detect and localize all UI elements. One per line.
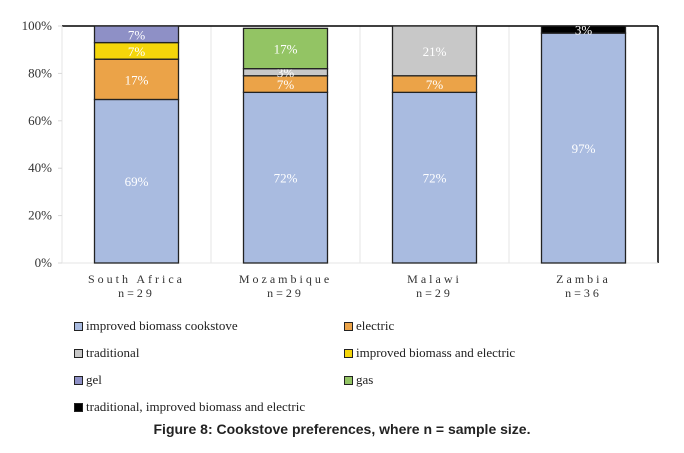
data-label: 7%: [128, 44, 146, 59]
bar-stack: 72%7%3%17%: [242, 27, 329, 264]
figure-caption: Figure 8: Cookstove preferences, where n…: [153, 421, 531, 437]
legend-label: electric: [356, 318, 395, 333]
bar-segment: [540, 32, 627, 264]
x-category-label: Zambia: [556, 272, 611, 286]
data-label: 72%: [274, 171, 298, 186]
legend-label: traditional, improved biomass and electr…: [86, 399, 306, 414]
legend-item-traditional-improved-biomass-and-electric: traditional, improved biomass and electr…: [74, 399, 305, 415]
legend-item-electric: electric: [344, 318, 394, 334]
data-label: 17%: [274, 42, 298, 57]
x-category-sample-size: n=36: [565, 286, 602, 300]
legend-swatch: [344, 375, 353, 385]
x-category-sample-size: n=29: [267, 286, 304, 300]
data-label: 7%: [426, 77, 444, 92]
legend-label: gas: [356, 372, 374, 387]
x-category-label: Mozambique: [239, 272, 332, 286]
bar-segment: [391, 91, 478, 264]
legend-item-improved-biomass-and-electric: improved biomass and electric: [344, 345, 515, 361]
data-label: 69%: [125, 174, 149, 189]
data-label: 21%: [423, 44, 447, 59]
x-category-sample-size: n=29: [416, 286, 453, 300]
bar-segment: [93, 58, 180, 101]
legend-item-gas: gas: [344, 372, 373, 388]
bar-segment: [242, 27, 329, 70]
y-tick-label: 20%: [28, 208, 52, 223]
legend-swatch: [344, 348, 353, 358]
data-label: 72%: [423, 171, 447, 186]
legend-label: gel: [86, 372, 102, 387]
legend-swatch: [74, 402, 83, 412]
y-tick-label: 60%: [28, 113, 52, 128]
data-label: 3%: [575, 23, 593, 38]
data-label: 7%: [277, 77, 295, 92]
x-category-sample-size: n=29: [118, 286, 155, 300]
legend-swatch: [344, 321, 353, 331]
bar-segment: [242, 91, 329, 264]
legend-swatch: [74, 321, 83, 331]
x-category-label: Malawi: [407, 272, 462, 286]
legend-label: improved biomass cookstove: [86, 318, 238, 333]
legend-swatch: [74, 348, 83, 358]
y-tick-label: 0%: [35, 255, 53, 270]
bar-segment: [391, 25, 478, 77]
data-label: 17%: [125, 72, 149, 87]
legend-swatch: [74, 375, 83, 385]
stacked-bar-chart: 0% 20% 40% 60% 80% 100% 69% 17% 7% 7% 72% 7% 3% 17% 7…: [22, 18, 659, 300]
data-label: 7%: [128, 27, 146, 42]
bar-stack: 69% 17% 7% 7%: [93, 25, 180, 264]
x-category-label: South Africa: [88, 272, 185, 286]
legend-label: traditional: [86, 345, 140, 360]
bar-stack: 97% 3%: [540, 23, 627, 264]
y-tick-label: 80%: [28, 65, 52, 80]
legend-label: improved biomass and electric: [356, 345, 516, 360]
bar-stack: 72% 7% 21%: [391, 25, 478, 264]
bar-segment: [93, 25, 180, 44]
y-tick-label: 40%: [28, 160, 52, 175]
bar-segment: [93, 98, 180, 264]
data-label: 97%: [572, 141, 596, 156]
bar-segment: [540, 25, 627, 34]
y-tick-label: 100%: [22, 18, 53, 33]
legend-item-improved-biomass: improved biomass cookstove: [74, 318, 238, 334]
legend-item-gel: gel: [74, 372, 102, 388]
legend-item-traditional: traditional: [74, 345, 139, 361]
